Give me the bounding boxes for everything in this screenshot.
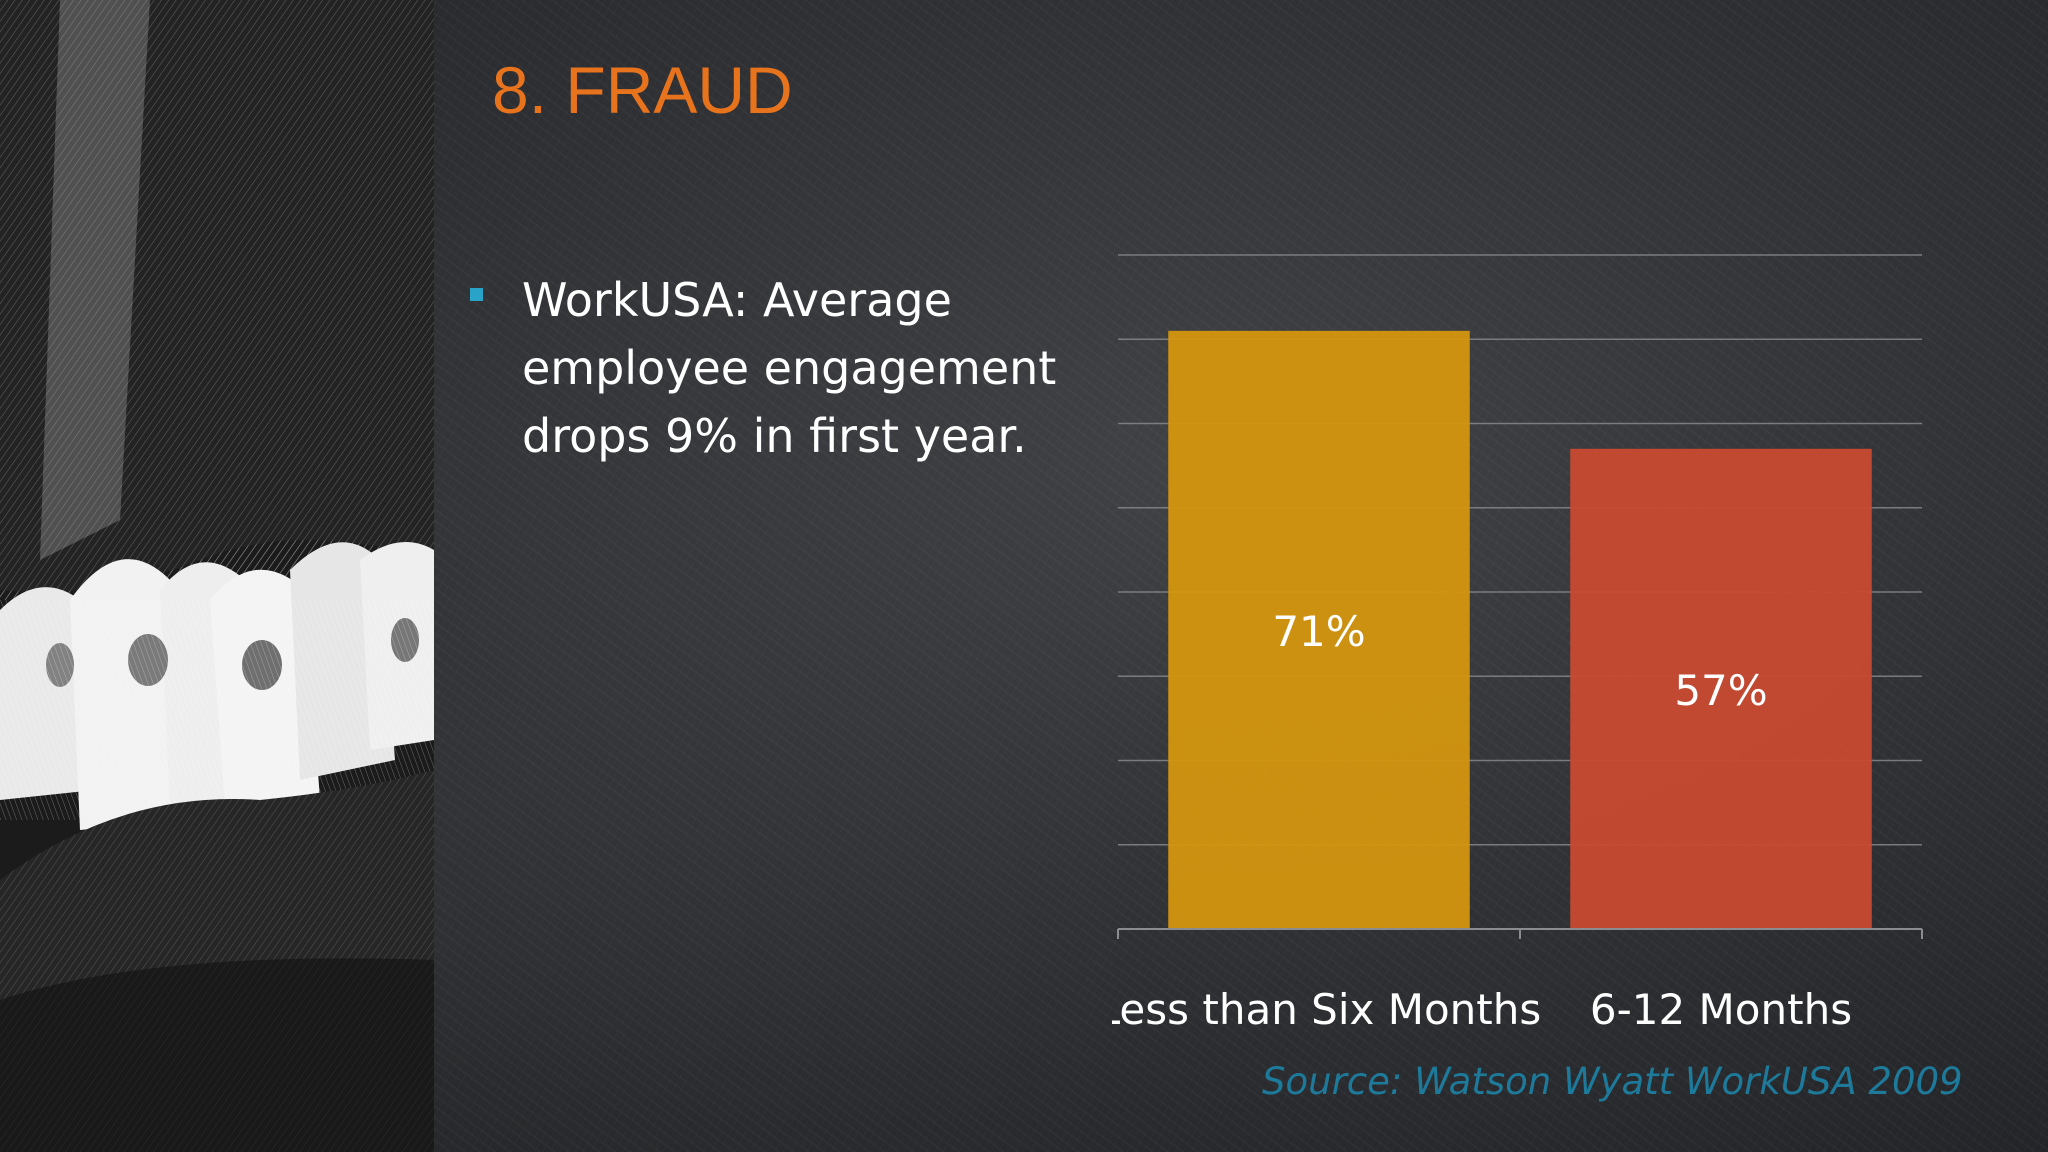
category-label-1: Less than Six Months (1097, 985, 1541, 1034)
slide-title: 8. FRAUD (492, 53, 793, 127)
bar-2 (1570, 448, 1872, 929)
data-label-1: 71% (1272, 607, 1365, 656)
hooded-figures (0, 542, 434, 830)
bullet-text: WorkUSA: Average employee engagement dro… (522, 273, 1057, 463)
chart-axis (1117, 928, 1923, 939)
chart-bars (1168, 330, 1872, 929)
hooded-figures-image (0, 0, 434, 1152)
bullet-square-icon (470, 288, 483, 301)
source-citation: Source: Watson Wyatt WorkUSA 2009 (1262, 1060, 1963, 1103)
data-label-2: 57% (1674, 666, 1767, 715)
chart-labels: 71% 57% Less than Six Months 6-12 Months (1097, 607, 1852, 1034)
bar-1 (1168, 330, 1470, 929)
category-label-2: 6-12 Months (1590, 985, 1852, 1034)
